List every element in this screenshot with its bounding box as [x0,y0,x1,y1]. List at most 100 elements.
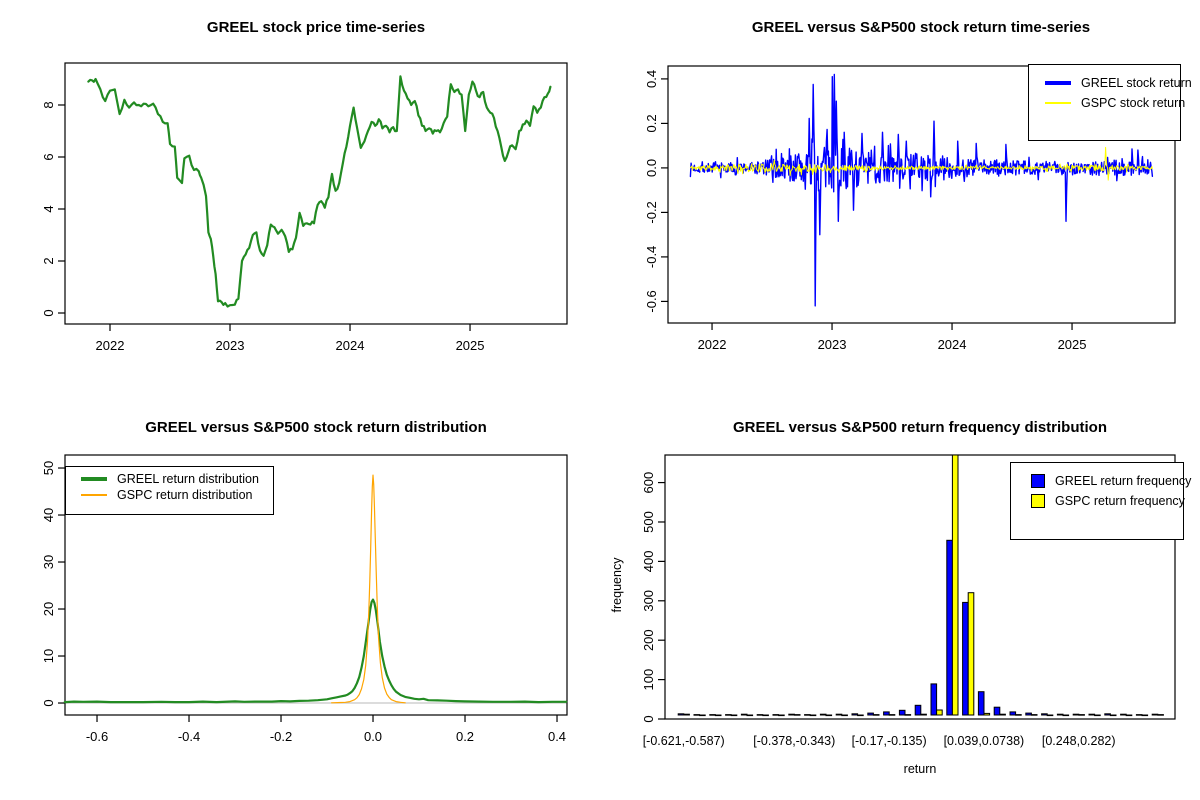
greel-return-frequency-bar [962,601,969,716]
gspc-return-frequency-bar [857,714,864,717]
x-axis-tick-label: 0.0 [364,729,382,744]
gspc-return-frequency-bar [1094,714,1101,717]
y-axis-tick-label: 200 [641,629,656,651]
legend-item-label: GSPC return frequency [1055,494,1185,508]
legend-item-label: GREEL stock return [1081,76,1192,90]
greel-return-frequency-bar [693,714,701,716]
chart-return-frequency: 0 100 200 300 400 500 600 [-0.621,-0.587) [-0.37… [600,400,1200,800]
y-axis-tick-label: -0.4 [644,246,659,268]
y-axis-tick-label: 6 [41,153,56,160]
y-axis-tick-label: 100 [641,669,656,691]
chart-title: GREEL stock price time-series [206,19,426,36]
greel-return-frequency-bar [914,704,922,716]
y-axis-tick-label: 2 [41,257,56,264]
bin-range-label: [-0.621,-0.587) [643,734,725,748]
chart-return-timeseries: 2022 2023 2024 2025 0.4 0.2 0.0 -0.2 -0.4 -0.6 GR… [600,0,1200,400]
y-axis-tick-label: 0.2 [644,114,659,132]
y-axis-tick-label: 40 [41,508,56,522]
legend-square-swatch [1031,494,1045,508]
greel-return-frequency-bar [788,713,795,716]
greel-return-frequency-bar [677,713,685,716]
legend-item-label: GREEL return distribution [117,472,259,486]
y-axis-tick-label: 50 [41,461,56,475]
bin-range-label: [-0.17,-0.135) [852,734,927,748]
y-axis-tick-label: 4 [41,205,56,212]
gspc-return-frequency-bar [983,712,991,716]
gspc-return-frequency-bar [825,714,833,717]
greel-return-frequency-bar [709,714,716,716]
greel-stock-return-line [689,73,1154,307]
greel-stock-price-line [87,75,552,308]
legend-item: GSPC return frequency [1031,494,1185,508]
bin-range-label: [-0.378,-0.343) [753,734,835,748]
x-axis-tick-label: 2023 [818,337,847,352]
x-axis-tick-label: -0.6 [86,729,108,744]
greel-versus-s-p500-stock-return-time-series-plot-box [667,65,1176,324]
greel-return-frequency-bar [1056,713,1064,716]
chart-greel-price-timeseries: 2022 2023 2024 2025 0 2 4 6 8 GREEL stock price … [0,0,600,400]
gspc-return-frequency-bar [920,713,927,716]
gspc-return-frequency-bar [1062,714,1070,717]
bin-range-label: [0.248,0.282) [1042,734,1116,748]
legend-item-label: GREEL return frequency [1055,474,1192,488]
legend: GREEL stock return GSPC stock return [1028,64,1192,141]
y-axis-label: frequency [610,557,624,613]
y-axis-tick-label: 0 [41,699,56,706]
greel-return-frequency-bar [898,709,906,716]
y-axis-tick-label: 0 [41,309,56,316]
greel-return-frequency-bar [835,713,843,716]
chart-title: GREEL versus S&P500 stock return distrib… [145,419,487,436]
legend: GREEL return frequency GSPC return frequ… [1010,462,1191,540]
y-axis-tick-label: 0.4 [644,70,659,88]
greel-return-frequency-bar [946,539,953,716]
x-axis-tick-label: 0.2 [456,729,474,744]
gspc-return-frequency-bar [951,454,959,716]
greel-return-frequency-bar [772,714,780,716]
return-timeseries-plot-area: 2022 2023 2024 2025 0.4 0.2 0.0 -0.2 -0.4 -0.6 [644,65,1176,352]
greel-return-frequency-bar [725,714,732,716]
y-axis-tick-label: 30 [41,555,56,569]
gspc-return-frequency-bar [936,709,943,716]
legend-item: GREEL return frequency [1031,474,1191,488]
gspc-return-frequency-bar [1015,714,1022,716]
y-axis-tick-label: 8 [41,101,56,108]
gspc-return-frequency-bar [730,714,738,717]
greel-return-frequency-bar [883,711,890,716]
y-axis-tick-label: 20 [41,602,56,616]
gspc-return-frequency-bar [762,714,769,717]
chart-title: GREEL versus S&P500 return frequency dis… [733,419,1107,436]
greel-versus-s-p500-stock-return-distribution-plot-box [64,454,568,716]
legend-item-label: GSPC stock return [1081,96,1186,110]
gspc-return-frequency-bar [809,714,817,717]
gspc-return-frequency-bar [1157,714,1164,716]
bin-range-label: [0.039,0.0738) [944,734,1025,748]
x-axis-tick-label: 2024 [938,337,967,352]
greel-return-frequency-bar [756,714,764,716]
legend-item: GSPC stock return [1045,96,1185,110]
greel-return-frequency-bar [867,712,874,716]
x-axis-tick-label: 2022 [698,337,727,352]
greel-return-frequency-bar [1135,714,1143,716]
x-axis-tick-label: 2022 [96,338,125,353]
greel-return-frequency-bar [851,713,859,716]
gspc-return-frequency-bar [746,714,754,717]
return-frequency-plot-area: 0 100 200 300 400 500 600 [-0.621,-0.587) [-0.37… [641,454,1176,748]
gspc-return-distribution-line [331,474,406,704]
legend-line-swatch [1045,102,1071,104]
legend-item: GSPC return distribution [81,488,273,502]
y-axis-tick-label: -0.2 [644,201,659,223]
greel-return-frequency-bar [1088,713,1096,716]
greel-return-frequency-bar [1072,713,1080,716]
gspc-return-frequency-bar [778,714,785,717]
gspc-return-frequency-bar [872,714,880,716]
greel-return-frequency-bar [993,706,1001,716]
greel-return-frequency-bar [819,713,827,716]
gspc-return-frequency-bar [683,713,690,716]
x-axis-tick-label: 0.4 [548,729,566,744]
x-axis-tick-label: 2024 [336,338,365,353]
x-axis-tick-label: -0.2 [270,729,292,744]
y-axis-tick-label: 10 [41,649,56,663]
greel-stock-price-time-series-plot-box [64,62,568,325]
legend-line-swatch [81,494,107,496]
x-axis-tick-label: 2025 [456,338,485,353]
